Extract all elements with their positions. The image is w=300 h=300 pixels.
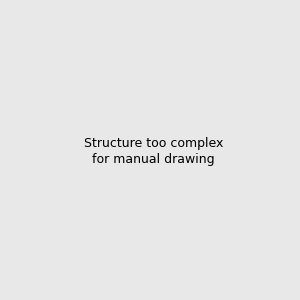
Text: Structure too complex
for manual drawing: Structure too complex for manual drawing [84,137,224,166]
